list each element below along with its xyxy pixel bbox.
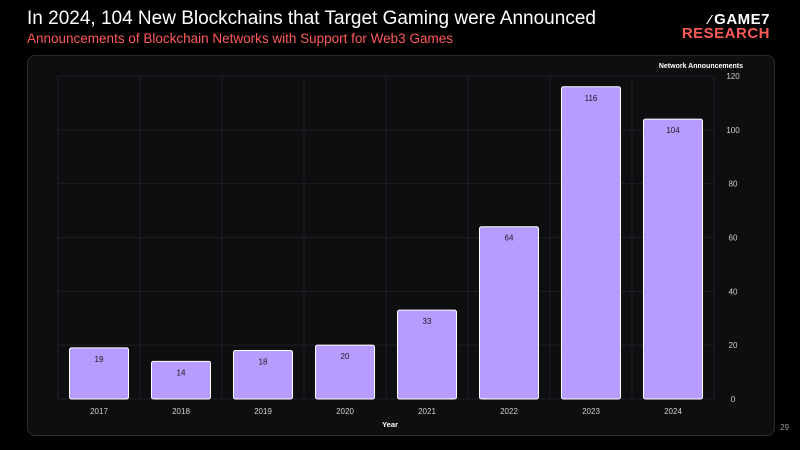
x-tick-label: 2020: [336, 407, 354, 416]
bar-chart: 0204060801001201920171420181820192020203…: [57, 63, 743, 429]
x-tick-label: 2019: [254, 407, 272, 416]
bar: [68, 347, 130, 400]
bar: [314, 344, 376, 400]
bar: [560, 86, 622, 400]
bar: [150, 360, 212, 400]
x-tick-label: 2023: [582, 407, 600, 416]
y-axis-label: Network Announcements: [659, 63, 743, 70]
y-tick-label: 0: [731, 395, 736, 404]
x-tick-label: 2017: [90, 407, 108, 416]
page-number: 29: [780, 423, 789, 432]
bar-value-label: 19: [95, 355, 104, 364]
logo-line-1: GAME7: [714, 11, 770, 28]
y-tick-label: 100: [726, 126, 740, 135]
bar-value-label: 20: [341, 352, 350, 361]
bar-layer: [68, 86, 704, 400]
bar: [396, 309, 458, 400]
x-tick-label: 2024: [664, 407, 682, 416]
bar-value-label: 14: [177, 368, 186, 377]
bar-value-label: 116: [585, 94, 598, 103]
y-tick-label: 20: [729, 341, 738, 350]
y-tick-label: 40: [729, 287, 738, 296]
y-tick-label: 80: [729, 180, 738, 189]
bar-value-label: 104: [666, 126, 680, 135]
bar-value-label: 18: [259, 358, 268, 367]
y-tick-label: 60: [729, 234, 738, 243]
x-tick-label: 2021: [418, 407, 436, 416]
bar: [642, 118, 704, 400]
page-subtitle: Announcements of Blockchain Networks wit…: [27, 31, 453, 46]
x-axis-label: Year: [382, 420, 398, 429]
grid-layer: [57, 75, 715, 400]
bar-value-label: 64: [505, 234, 514, 243]
label-layer: 0204060801001201920171420181820192020203…: [90, 72, 740, 416]
x-tick-label: 2018: [172, 407, 190, 416]
logo-mark-icon: ⁄: [708, 12, 712, 27]
chart-panel: 0 20 40 60 80 100 120 19 2017 14 2018 18 2019 20 2020 3…: [27, 55, 775, 436]
logo-line-2: RESEARCH: [681, 25, 770, 42]
brand-logo: ⁄ GAME7 RESEARCH: [681, 11, 770, 42]
y-tick-label: 120: [726, 72, 740, 81]
page-title: In 2024, 104 New Blockchains that Target…: [27, 8, 596, 29]
x-tick-label: 2022: [500, 407, 518, 416]
bar: [232, 350, 294, 400]
bar-value-label: 33: [423, 317, 432, 326]
bar: [478, 226, 540, 400]
